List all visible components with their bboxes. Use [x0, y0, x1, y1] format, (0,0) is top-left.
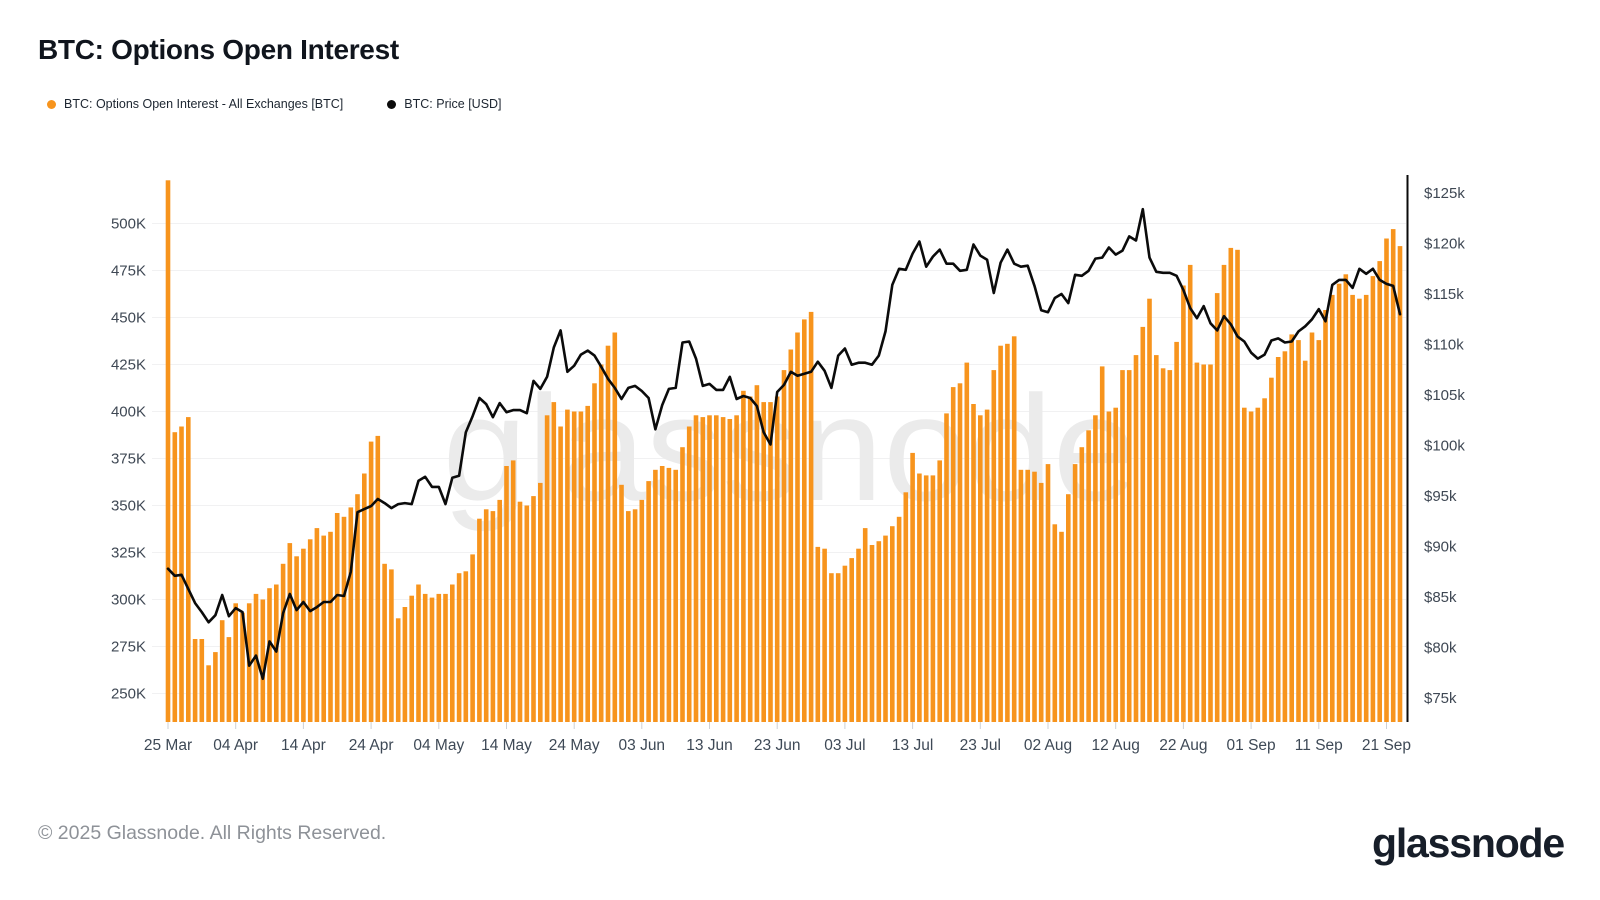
- svg-text:$80k: $80k: [1424, 640, 1457, 657]
- svg-text:24 May: 24 May: [549, 737, 600, 754]
- svg-text:13 Jun: 13 Jun: [686, 737, 733, 754]
- svg-text:$95k: $95k: [1424, 488, 1457, 505]
- x-axis-ticks: [167, 722, 1387, 729]
- svg-text:04 May: 04 May: [413, 737, 464, 754]
- svg-text:400K: 400K: [111, 404, 146, 421]
- svg-text:23 Jul: 23 Jul: [960, 737, 1001, 754]
- svg-text:$100k: $100k: [1424, 438, 1465, 455]
- svg-text:22 Aug: 22 Aug: [1159, 737, 1207, 754]
- x-axis-labels: 25 Mar 04 Apr 14 Apr 24 Apr 04 May 14 May 24 M…: [144, 737, 1411, 754]
- chart-canvas[interactable]: glassnode250K275K300K325K350K375K400K425…: [0, 0, 1600, 790]
- svg-text:02 Aug: 02 Aug: [1024, 737, 1072, 754]
- svg-text:475K: 475K: [111, 263, 146, 280]
- svg-text:14 May: 14 May: [481, 737, 532, 754]
- legend-swatch-price-icon: [387, 99, 397, 109]
- svg-text:12 Aug: 12 Aug: [1092, 737, 1140, 754]
- svg-text:250K: 250K: [111, 686, 146, 703]
- glassnode-logo: glassnode: [1372, 820, 1565, 866]
- svg-text:03 Jul: 03 Jul: [824, 737, 865, 754]
- svg-text:$75k: $75k: [1424, 690, 1457, 707]
- svg-text:350K: 350K: [111, 498, 146, 515]
- copyright-text: © 2025 Glassnode. All Rights Reserved.: [38, 822, 387, 844]
- svg-text:325K: 325K: [111, 545, 146, 562]
- svg-text:03 Jun: 03 Jun: [619, 737, 666, 754]
- svg-text:375K: 375K: [111, 451, 146, 468]
- svg-text:04 Apr: 04 Apr: [213, 737, 258, 754]
- legend-item-open-interest[interactable]: BTC: Options Open Interest - All Exchang…: [47, 97, 343, 111]
- svg-text:300K: 300K: [111, 592, 146, 609]
- right-axis-labels: $75k $80k $85k $90k $95k $100k $105k $110k $115k…: [1424, 185, 1465, 707]
- svg-text:$125k: $125k: [1424, 185, 1465, 202]
- svg-text:25 Mar: 25 Mar: [144, 737, 192, 754]
- svg-text:11 Sep: 11 Sep: [1295, 737, 1343, 754]
- svg-text:23 Jun: 23 Jun: [754, 737, 801, 754]
- svg-text:$120k: $120k: [1424, 236, 1465, 253]
- svg-text:$85k: $85k: [1424, 589, 1457, 606]
- svg-text:24 Apr: 24 Apr: [349, 737, 394, 754]
- svg-text:$110k: $110k: [1424, 337, 1464, 354]
- legend-item-price[interactable]: BTC: Price [USD]: [387, 97, 502, 111]
- svg-text:450K: 450K: [111, 310, 146, 327]
- legend-label-open-interest: BTC: Options Open Interest - All Exchang…: [64, 97, 344, 111]
- svg-text:$105k: $105k: [1424, 387, 1465, 404]
- chart-area[interactable]: glassnode250K275K300K325K350K375K400K425…: [0, 0, 1600, 790]
- svg-text:01 Sep: 01 Sep: [1227, 737, 1276, 754]
- svg-text:13 Jul: 13 Jul: [892, 737, 933, 754]
- page-title: BTC: Options Open Interest: [38, 34, 399, 65]
- open-interest-bars[interactable]: [165, 180, 1403, 723]
- svg-text:425K: 425K: [111, 357, 146, 374]
- price-line[interactable]: [166, 207, 1402, 681]
- left-axis-labels: 250K 275K 300K 325K 350K 375K 400K 425K 450K 475K…: [111, 216, 146, 703]
- chart-legend: BTC: Options Open Interest - All Exchang…: [47, 97, 502, 111]
- svg-text:$90k: $90k: [1424, 539, 1457, 556]
- svg-text:14 Apr: 14 Apr: [281, 737, 326, 754]
- svg-text:500K: 500K: [111, 216, 146, 233]
- legend-swatch-open-interest-icon: [47, 99, 56, 109]
- svg-text:275K: 275K: [111, 639, 146, 656]
- legend-label-price: BTC: Price [USD]: [404, 97, 502, 111]
- svg-text:$115k: $115k: [1424, 286, 1464, 303]
- svg-text:21 Sep: 21 Sep: [1362, 737, 1411, 754]
